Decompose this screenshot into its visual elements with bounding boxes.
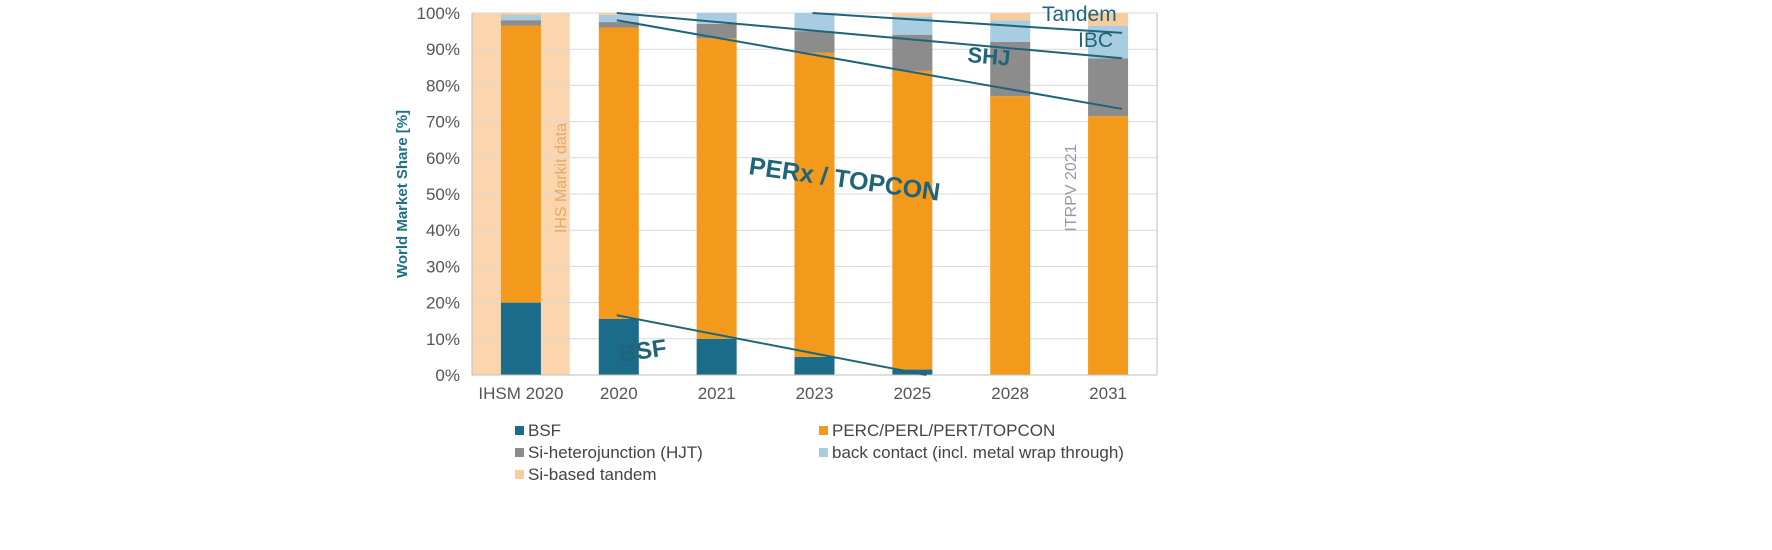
y-tick-label: 80% (426, 76, 460, 95)
x-axis-ticks: IHSM 2020 2020 2021 2023 2025 2028 2031 (478, 384, 1127, 403)
shj-big-label: SHJ (967, 42, 1012, 71)
bar-si-heterojunction-hjt (500, 20, 541, 26)
bar-si-heterojunction-hjt (598, 22, 639, 28)
legend-label: PERC/PERL/PERT/TOPCON (832, 421, 1055, 440)
bar-bsf (794, 356, 835, 375)
bar-perc-perl-pert-topcon (1088, 116, 1129, 376)
legend: BSF PERC/PERL/PERT/TOPCON Si-heterojunctio… (515, 421, 1124, 484)
bar-back-contact-incl-metal-wrap-through (500, 14, 541, 21)
x-tick-label: 2028 (991, 384, 1029, 403)
bar-si-based-tandem (990, 13, 1031, 21)
x-tick-label: 2025 (893, 384, 931, 403)
shj-trend-line (616, 19, 1123, 110)
bar-bsf (598, 318, 639, 375)
ibc-big-label: IBC (1078, 29, 1113, 52)
bar-bsf (500, 302, 541, 375)
bar-perc-perl-pert-topcon (794, 52, 835, 357)
bar-si-based-tandem (1088, 13, 1129, 26)
bar-back-contact-incl-metal-wrap-through (696, 13, 737, 24)
legend-swatch (515, 448, 524, 457)
bar-perc-perl-pert-topcon (500, 25, 541, 303)
y-tick-label: 50% (426, 185, 460, 204)
bsf-big-label: BSF (617, 335, 668, 368)
bars (500, 13, 1129, 376)
legend-label: BSF (528, 421, 561, 440)
legend-label: Si-heterojunction (HJT) (528, 443, 703, 462)
y-tick-label: 10% (426, 330, 460, 349)
axis-lines (471, 13, 1158, 376)
bar-back-contact-incl-metal-wrap-through (794, 13, 835, 32)
y-axis-ticks: 0% 10% 20% 30% 40% 50% 60% 70% 80% 90% 100% (417, 4, 460, 385)
y-tick-label: 70% (426, 113, 460, 132)
trend-lines (616, 12, 1123, 376)
itrpv-note: ITRPV 2021 (1063, 144, 1080, 231)
bsf-trend-line (616, 314, 927, 376)
x-tick-label: 2023 (796, 384, 834, 403)
bar-bsf (696, 338, 737, 375)
legend-swatch (819, 426, 828, 435)
y-tick-label: 0% (435, 366, 460, 385)
tandem-trend-line (812, 12, 1123, 34)
x-tick-label: 2031 (1089, 384, 1127, 403)
legend-swatch (819, 448, 828, 457)
y-tick-label: 100% (417, 4, 460, 23)
tandem-big-label: Tandem (1042, 3, 1117, 26)
bar-back-contact-incl-metal-wrap-through (892, 16, 933, 35)
bar-perc-perl-pert-topcon (892, 70, 933, 370)
bar-back-contact-incl-metal-wrap-through (598, 14, 639, 23)
legend-label: Si-based tandem (528, 465, 657, 484)
bar-perc-perl-pert-topcon (990, 96, 1031, 375)
bar-si-based-tandem (892, 13, 933, 17)
legend-swatch (515, 426, 524, 435)
y-tick-label: 40% (426, 221, 460, 240)
legend-label: back contact (incl. metal wrap through) (832, 443, 1124, 462)
y-axis-label: World Market Share [%] (394, 110, 411, 278)
bar-perc-perl-pert-topcon (598, 27, 639, 319)
bar-si-based-tandem (500, 13, 541, 15)
x-tick-label: IHSM 2020 (478, 384, 563, 403)
ibc-trend-line (616, 12, 1123, 60)
bar-back-contact-incl-metal-wrap-through (990, 20, 1031, 42)
x-tick-label: 2021 (698, 384, 736, 403)
legend-swatch (515, 470, 524, 479)
bar-si-heterojunction-hjt (794, 31, 835, 53)
bar-perc-perl-pert-topcon (696, 38, 737, 339)
y-tick-label: 90% (426, 40, 460, 59)
bar-si-heterojunction-hjt (696, 23, 737, 39)
y-tick-label: 30% (426, 257, 460, 276)
ihs-markit-note: IHS Markit data (553, 123, 570, 233)
y-tick-label: 60% (426, 149, 460, 168)
x-tick-label: 2020 (600, 384, 638, 403)
y-tick-label: 20% (426, 294, 460, 313)
